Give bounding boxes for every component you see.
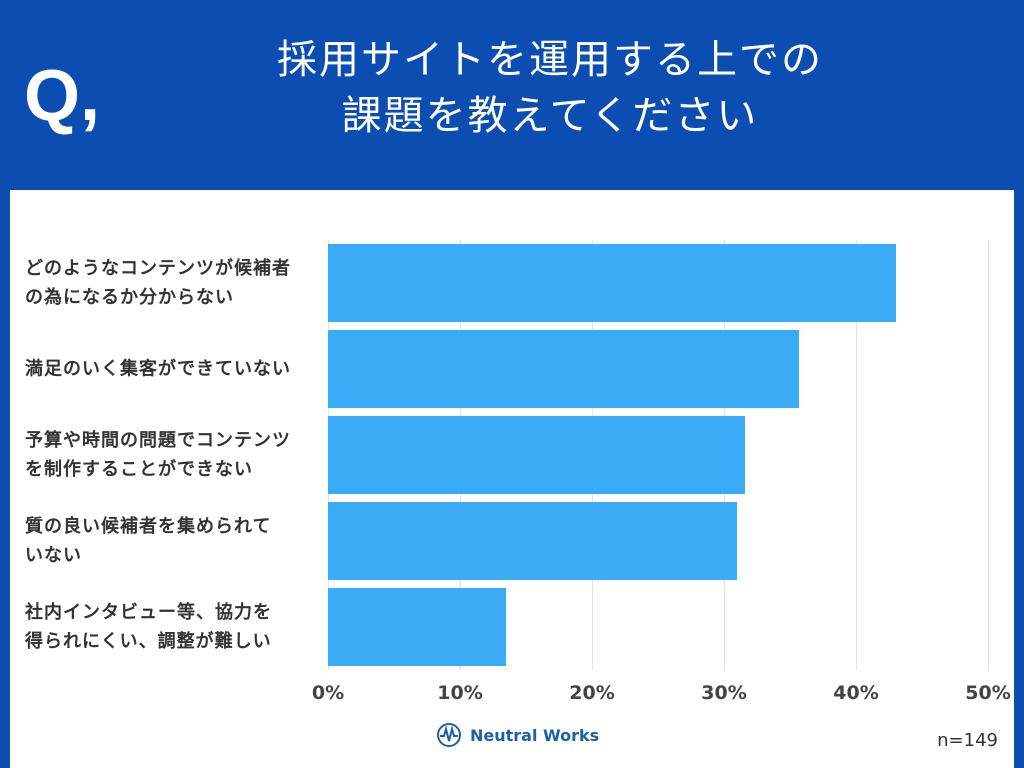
bar [328,330,800,408]
bar [328,416,746,494]
x-tick-label: 50% [965,682,1011,704]
bar [328,502,738,580]
y-tick-label: どのようなコンテンツが候補者 の為になるか分からない [25,258,291,308]
x-tick-label: 30% [701,682,747,704]
grid-line [856,240,857,670]
bar [328,588,507,666]
logo-icon [437,723,461,747]
y-tick-label: 満足のいく集客ができていない [25,358,291,380]
bar [328,244,896,322]
logo-text: Neutral Works [470,725,600,745]
sample-size: n=149 [937,730,998,751]
logo: Neutral Works [436,722,599,748]
x-tick-label: 20% [569,682,615,704]
y-tick-label: 質の良い候補者を集められて いない [25,516,272,566]
x-tick-label: 0% [311,682,345,704]
grid-line [988,240,989,670]
chart-title: 採用サイトを運用する上での 課題を教えてください [277,37,823,139]
y-tick-label: 予算や時間の問題でコンテンツ を制作することができない [25,430,291,480]
y-tick-label: 社内インタビュー等、協力を 得られにくい、調整が難しい [25,602,272,652]
x-tick-label: 40% [833,682,879,704]
question-mark: Q, [24,56,101,136]
x-tick-label: 10% [437,682,483,704]
